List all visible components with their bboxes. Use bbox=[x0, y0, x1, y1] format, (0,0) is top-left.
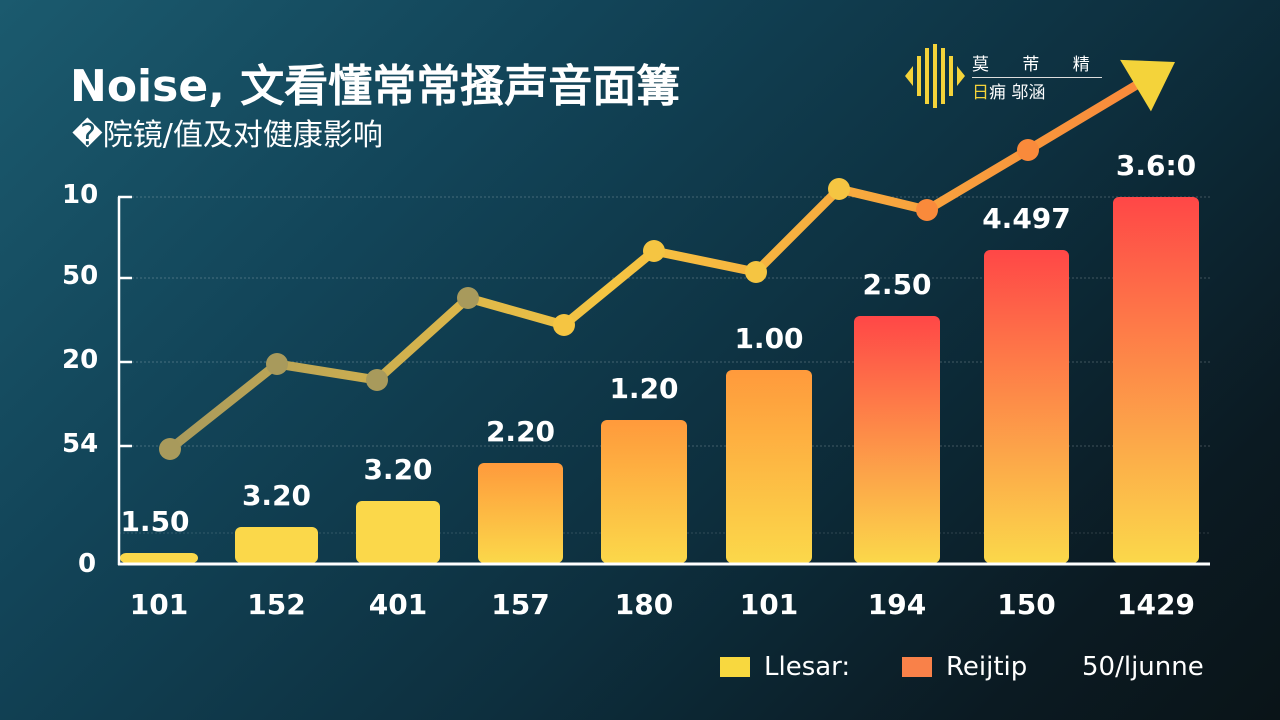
y-tick-label: 50 bbox=[62, 261, 99, 291]
x-tick-label: 150 bbox=[997, 588, 1056, 621]
logo-text-rest: 痈 邬涵 bbox=[989, 83, 1046, 103]
bar[interactable] bbox=[1113, 197, 1199, 563]
x-tick-label: 401 bbox=[368, 588, 428, 621]
trend-point[interactable] bbox=[745, 261, 767, 283]
bar-value-label: 3.20 bbox=[241, 479, 312, 512]
legend-swatch-yellow bbox=[720, 657, 750, 677]
bar-value-label: 2.50 bbox=[862, 268, 932, 301]
legend-item-reijtip[interactable]: Reijtip bbox=[902, 652, 1027, 682]
legend-label: Llesar: bbox=[764, 652, 851, 682]
bar[interactable] bbox=[235, 527, 318, 563]
trend-point[interactable] bbox=[366, 369, 388, 391]
chart-title: Noise, 文看懂常常搔声音面篝 bbox=[70, 61, 681, 112]
bar[interactable] bbox=[120, 553, 198, 563]
trend-point[interactable] bbox=[159, 438, 181, 460]
logo-text-highlight: 日 bbox=[972, 83, 989, 103]
x-tick-label: 101 bbox=[739, 588, 799, 621]
bar-value-label: 4.497 bbox=[982, 202, 1071, 235]
trend-point[interactable] bbox=[457, 287, 479, 309]
bar[interactable] bbox=[984, 250, 1069, 563]
sound-wave-diamond-icon bbox=[905, 44, 965, 108]
trend-point[interactable] bbox=[643, 240, 665, 262]
chart-subtitle: �院镜/值及对健康影响 bbox=[72, 118, 383, 153]
bar-value-label: 1.50 bbox=[120, 505, 190, 538]
bar-value-label: 2.20 bbox=[485, 415, 556, 448]
x-tick-label: 152 bbox=[247, 588, 306, 621]
x-tick-label: 101 bbox=[129, 588, 189, 621]
legend-label: 50/ljunne bbox=[1082, 652, 1204, 682]
x-tick-label: 180 bbox=[614, 588, 674, 621]
bar[interactable] bbox=[601, 420, 687, 563]
bar-value-label: 1.20 bbox=[609, 372, 679, 405]
bar[interactable] bbox=[356, 501, 440, 563]
bar[interactable] bbox=[854, 316, 940, 563]
trend-point[interactable] bbox=[553, 314, 575, 336]
bar-value-label: 1.00 bbox=[734, 322, 804, 355]
y-tick-label: 0 bbox=[78, 549, 97, 579]
x-tick-label: 1429 bbox=[1117, 588, 1195, 621]
y-tick-label: 20 bbox=[62, 345, 99, 375]
legend-swatch-orange bbox=[902, 657, 932, 677]
logo-text-line2: 日痈 邬涵 bbox=[972, 78, 1045, 103]
legend-label: Reijtip bbox=[946, 652, 1028, 682]
x-tick-label: 194 bbox=[867, 588, 927, 621]
trend-point[interactable] bbox=[266, 353, 288, 375]
bar-value-label: 3.20 bbox=[363, 453, 433, 486]
x-tick-label: 157 bbox=[491, 588, 550, 621]
trend-point[interactable] bbox=[1017, 139, 1039, 161]
legend-item-ljunne[interactable]: 50/ljunne bbox=[1082, 652, 1204, 682]
bar[interactable] bbox=[478, 463, 563, 563]
bar[interactable] bbox=[726, 370, 812, 563]
y-tick-label: 10 bbox=[62, 180, 99, 210]
logo-text-line1: 莫 芾 精 bbox=[972, 50, 1102, 78]
bar-value-label: 3.6:0 bbox=[1115, 149, 1197, 182]
trend-point[interactable] bbox=[828, 178, 850, 200]
arrow-up-right-icon bbox=[1120, 59, 1175, 112]
legend-item-llesar[interactable]: Llesar: bbox=[720, 652, 850, 682]
y-tick-label: 54 bbox=[62, 429, 99, 459]
trend-point[interactable] bbox=[916, 199, 938, 221]
